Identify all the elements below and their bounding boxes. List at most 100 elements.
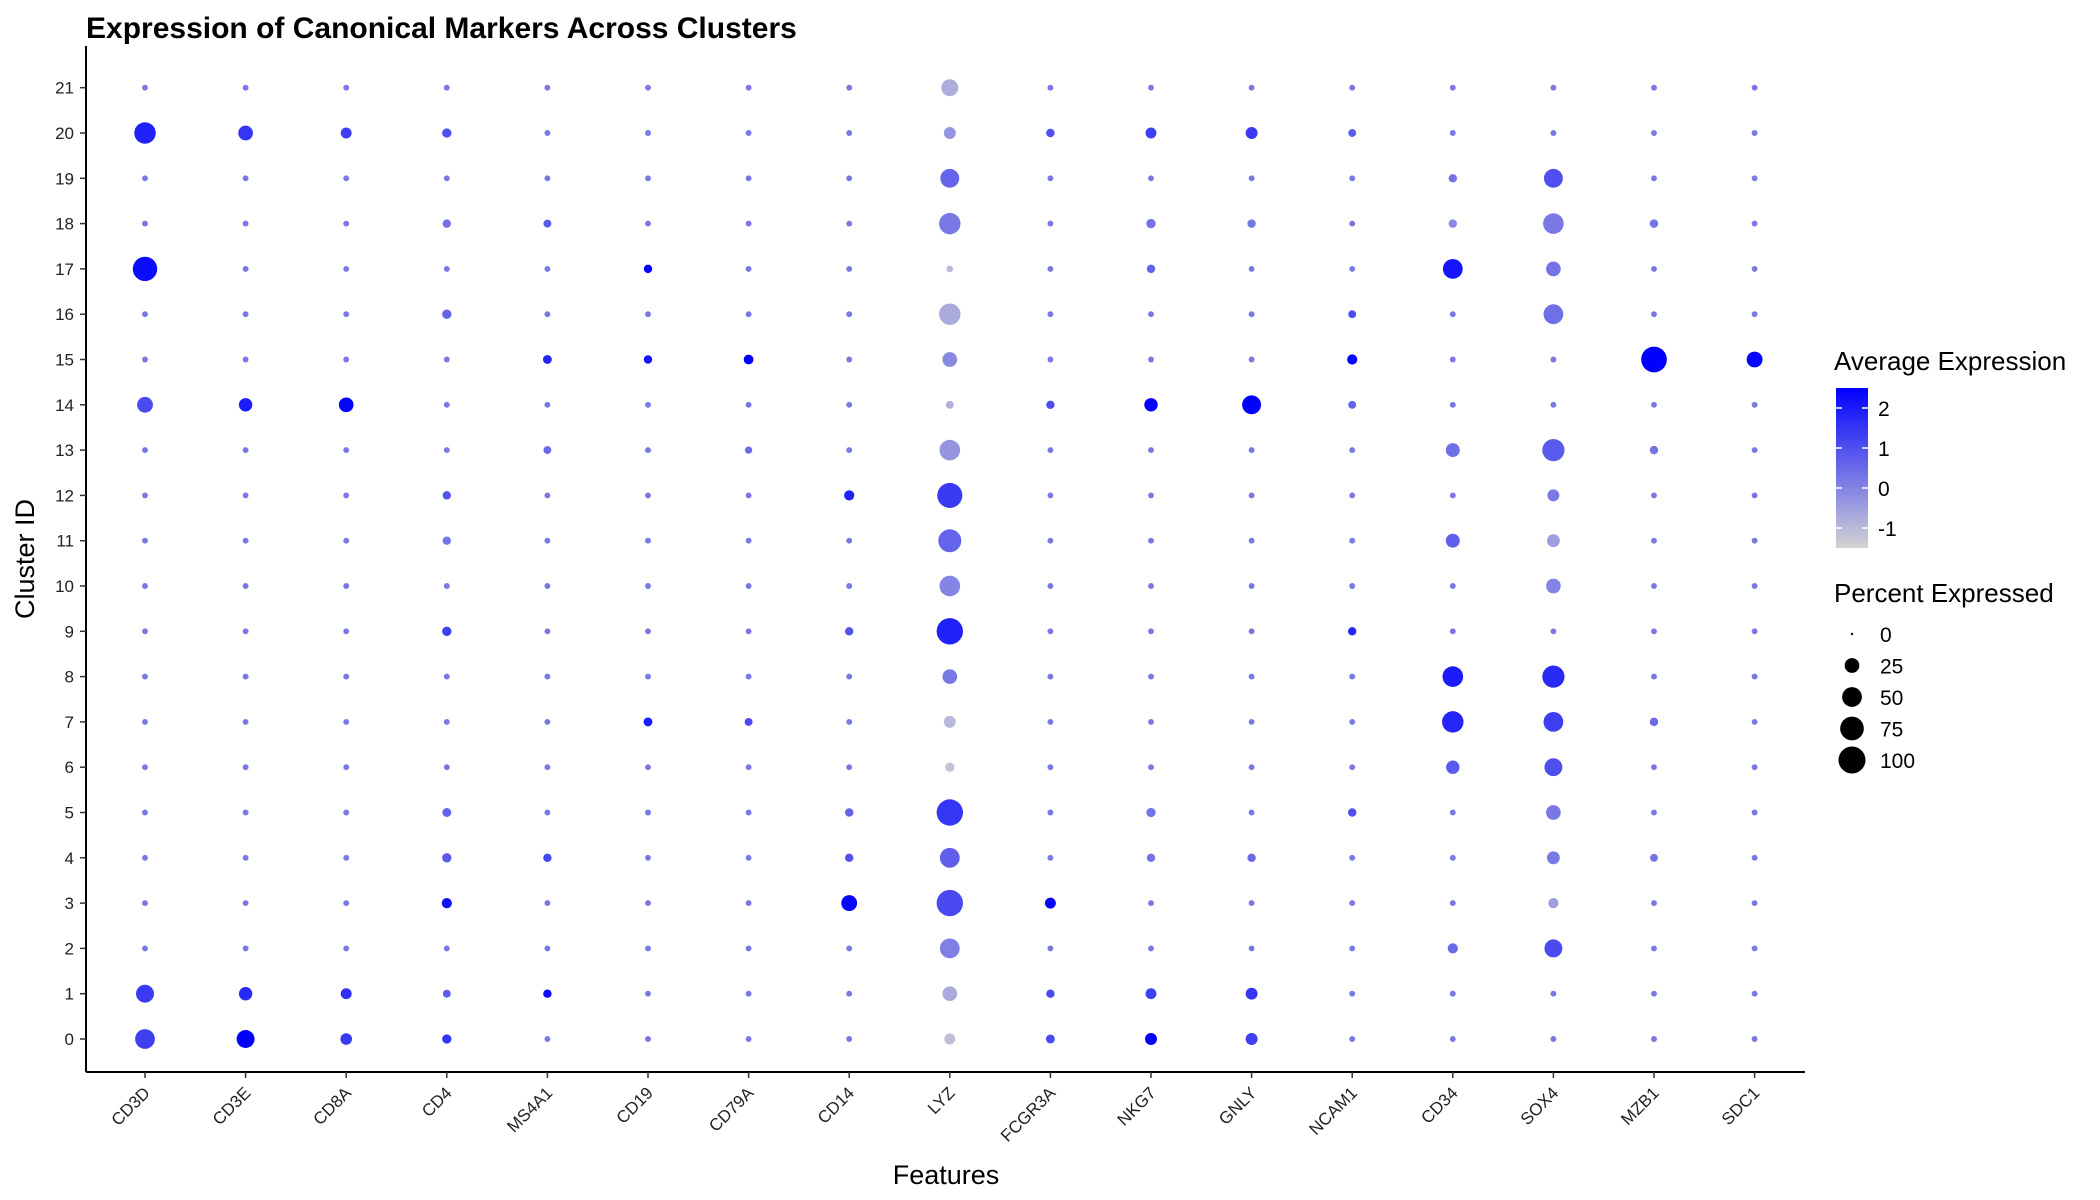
dot-lyz-cluster-14	[945, 400, 954, 409]
dot-cd34-cluster-0	[1449, 1036, 1456, 1042]
dot-cd34-cluster-10	[1449, 583, 1456, 589]
dot-gnly-cluster-17	[1248, 265, 1255, 272]
dot-cd8a-cluster-10	[343, 583, 350, 589]
dot-lyz-cluster-20	[943, 127, 956, 139]
dot-cd3e-cluster-14	[238, 398, 253, 412]
dot-cd3e-cluster-6	[242, 764, 249, 771]
y-tick-label-19: 19	[55, 169, 74, 188]
dot-cd19-cluster-0	[645, 1036, 651, 1042]
dot-cd79a-cluster-3	[745, 900, 752, 907]
dot-sox4-cluster-15	[1550, 356, 1557, 363]
dot-lyz-cluster-6	[945, 762, 955, 772]
dot-cd14-cluster-19	[846, 175, 853, 182]
dot-gnly-cluster-11	[1248, 537, 1255, 544]
dot-cd79a-cluster-9	[745, 628, 752, 635]
dot-cd19-cluster-14	[645, 401, 651, 408]
y-tick-label-21: 21	[55, 79, 74, 98]
dot-cd3e-cluster-15	[242, 356, 249, 363]
dot-cd19-cluster-6	[645, 764, 651, 771]
dot-mzb1-cluster-2	[1651, 945, 1657, 952]
dot-cd79a-cluster-15	[743, 354, 754, 365]
dot-cd4-cluster-10	[443, 583, 450, 589]
dot-sdc1-cluster-4	[1751, 854, 1758, 861]
dot-sdc1-cluster-10	[1751, 583, 1758, 589]
dot-cd3d-cluster-16	[142, 311, 148, 318]
dot-lyz-cluster-2	[939, 938, 960, 959]
dot-fcgr3a-cluster-19	[1047, 175, 1054, 182]
x-axis-title: Features	[893, 1160, 1000, 1190]
dot-cd4-cluster-5	[442, 808, 452, 817]
dot-nkg7-cluster-6	[1148, 764, 1154, 771]
color-tick-label-2: 2	[1878, 398, 1890, 421]
dot-fcgr3a-cluster-4	[1047, 854, 1054, 861]
dot-fcgr3a-cluster-11	[1047, 537, 1054, 544]
dot-sdc1-cluster-0	[1751, 1036, 1758, 1042]
dot-sox4-cluster-8	[1542, 665, 1565, 688]
color-tick-label-0: 0	[1878, 478, 1890, 501]
dot-ms4a1-cluster-16	[544, 311, 551, 318]
dot-cd14-cluster-17	[846, 265, 853, 272]
axes-layer	[85, 46, 1805, 1073]
x-tick-label-ncam1: NCAM1	[1306, 1083, 1362, 1139]
dot-sox4-cluster-2	[1544, 939, 1563, 958]
dot-cd4-cluster-16	[442, 309, 452, 319]
dot-cd19-cluster-9	[645, 628, 651, 635]
dot-lyz-cluster-1	[942, 986, 958, 1002]
y-tick-label-18: 18	[55, 215, 74, 234]
dot-sox4-cluster-19	[1543, 168, 1563, 188]
color-tick-label--1: -1	[1878, 518, 1897, 541]
y-tick-label-16: 16	[55, 305, 74, 324]
dot-sox4-cluster-11	[1546, 534, 1560, 548]
dot-cd14-cluster-12	[844, 490, 855, 501]
dot-ncam1-cluster-21	[1349, 84, 1356, 91]
dot-sox4-cluster-13	[1542, 438, 1565, 462]
y-tick-label-12: 12	[55, 486, 74, 505]
dot-lyz-cluster-7	[943, 715, 956, 728]
dot-ncam1-cluster-20	[1348, 129, 1357, 137]
dot-ms4a1-cluster-19	[544, 175, 551, 182]
dot-sox4-cluster-17	[1546, 261, 1561, 277]
dot-cd8a-cluster-11	[343, 537, 350, 544]
dot-cd14-cluster-21	[846, 84, 853, 91]
dot-ncam1-cluster-19	[1349, 175, 1356, 182]
dot-lyz-cluster-11	[938, 529, 962, 553]
dot-ncam1-cluster-9	[1347, 627, 1357, 636]
y-tick-label-14: 14	[55, 396, 74, 415]
dot-gnly-cluster-14	[1242, 395, 1262, 415]
dot-cd8a-cluster-4	[343, 854, 350, 861]
dot-ms4a1-cluster-9	[544, 628, 551, 635]
dot-cd14-cluster-11	[846, 537, 853, 544]
dot-fcgr3a-cluster-10	[1047, 583, 1054, 589]
dot-gnly-cluster-6	[1248, 764, 1255, 771]
dot-cd4-cluster-21	[443, 84, 450, 91]
points-layer	[132, 79, 1763, 1049]
dot-cd19-cluster-2	[645, 945, 651, 952]
y-tick-label-20: 20	[55, 124, 74, 143]
dot-cd79a-cluster-5	[745, 809, 752, 816]
x-tick-label-fcgr3a: FCGR3A	[997, 1083, 1060, 1146]
dot-gnly-cluster-9	[1248, 628, 1255, 635]
x-tick-label-cd3e: CD3E	[209, 1083, 255, 1129]
dot-cd34-cluster-4	[1449, 854, 1456, 861]
dot-ncam1-cluster-5	[1347, 808, 1357, 817]
dot-ms4a1-cluster-7	[544, 718, 551, 725]
dot-sox4-cluster-9	[1550, 628, 1557, 635]
dot-nkg7-cluster-11	[1148, 537, 1154, 544]
dot-ms4a1-cluster-14	[544, 401, 551, 408]
dot-cd19-cluster-5	[645, 809, 651, 816]
dot-mzb1-cluster-11	[1651, 537, 1657, 544]
dot-cd14-cluster-6	[846, 764, 853, 771]
dot-cd8a-cluster-20	[340, 127, 352, 139]
dot-sox4-cluster-4	[1546, 851, 1560, 865]
dot-nkg7-cluster-16	[1148, 311, 1154, 318]
dot-cd3e-cluster-11	[242, 537, 249, 544]
dot-cd3d-cluster-21	[142, 84, 148, 91]
dot-cd19-cluster-18	[645, 220, 651, 227]
dot-cd3e-cluster-0	[236, 1030, 255, 1048]
dot-mzb1-cluster-13	[1649, 445, 1659, 455]
dot-cd8a-cluster-14	[338, 397, 354, 413]
dot-gnly-cluster-21	[1248, 84, 1255, 91]
dot-cd8a-cluster-3	[343, 900, 350, 907]
dot-cd3e-cluster-4	[242, 854, 249, 861]
dot-cd34-cluster-1	[1449, 990, 1456, 997]
